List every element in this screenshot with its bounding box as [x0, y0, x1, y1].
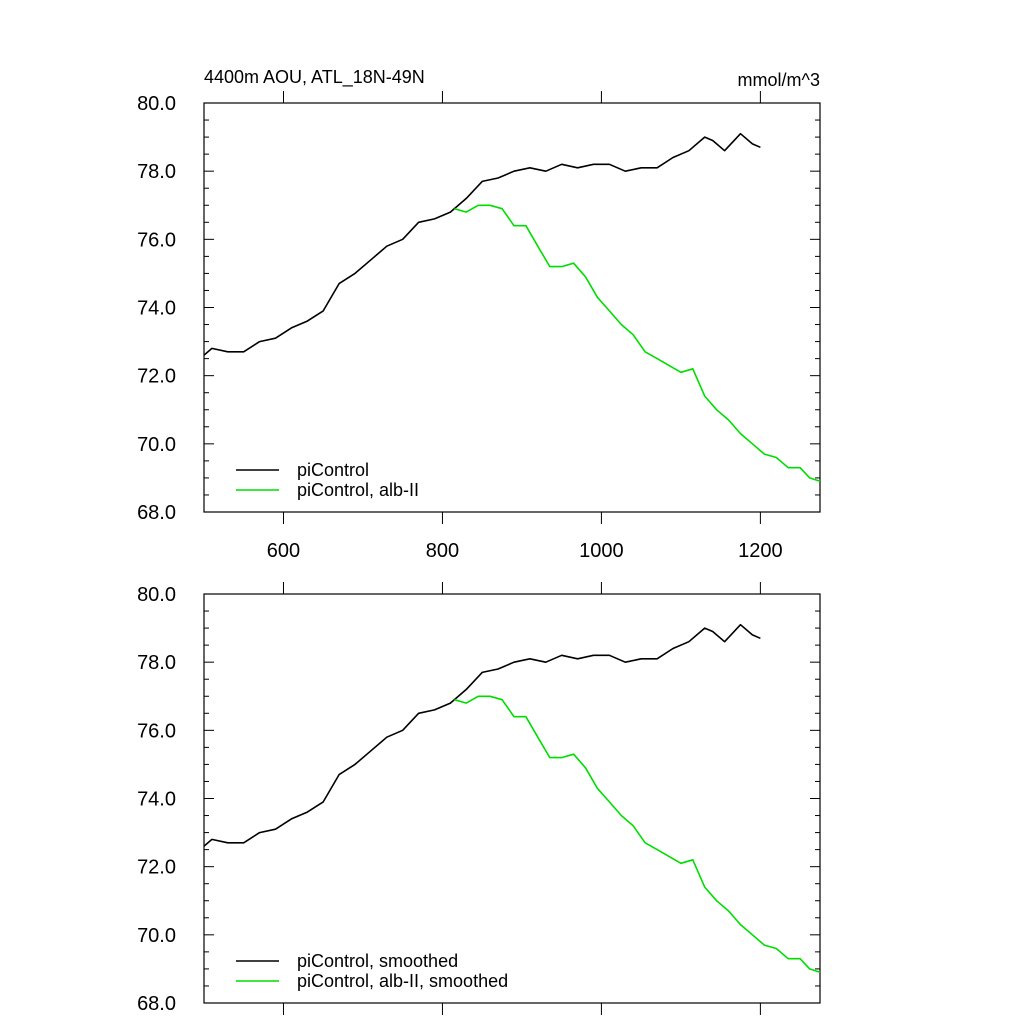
units-label: mmol/m^3	[738, 70, 820, 90]
chart1-ytick-label: 68.0	[137, 993, 176, 1015]
chart1-ytick-label: 74.0	[137, 789, 176, 811]
chart0-ytick-label: 74.0	[137, 298, 176, 320]
chart0-plot-frame	[203, 102, 821, 513]
chart0-series-0-line	[203, 132, 761, 356]
chart0-ytick-label: 72.0	[137, 366, 176, 388]
chart0-ytick-label: 70.0	[137, 434, 176, 456]
chart1-ytick-label: 76.0	[137, 720, 176, 742]
chart0-ytick-label: 68.0	[137, 502, 176, 524]
chart1-plot-frame	[203, 593, 821, 1004]
chart-title: 4400m AOU, ATL_18N-49N	[204, 67, 425, 88]
chart0-xtick-label: 1000	[579, 540, 624, 562]
chart0-series-1-line	[454, 204, 821, 483]
chart0-ytick-label: 78.0	[137, 161, 176, 183]
chart0-legend-label: piControl	[297, 460, 369, 480]
chart1-legend-label: piControl, smoothed	[297, 951, 458, 971]
chart1-legend-label: piControl, alb-II, smoothed	[297, 971, 508, 991]
chart0-legend-label: piControl, alb-II	[297, 480, 419, 500]
bottom-plot-panel: 68.0 70.0 72.0 74.0 76.0 78.0 80.0 piControl, s…	[137, 582, 821, 1015]
chart1-ytick-label: 70.0	[137, 925, 176, 947]
chart0-xtick-label: 1200	[738, 540, 783, 562]
chart0-ytick-label: 76.0	[137, 229, 176, 251]
chart0-xtick-label: 800	[426, 540, 459, 562]
chart1-series-1-line	[454, 695, 821, 974]
chart1-ytick-label: 80.0	[137, 584, 176, 606]
chart1-ytick-label: 78.0	[137, 652, 176, 674]
chart0-xtick-label: 600	[267, 540, 300, 562]
chart0-ytick-label: 80.0	[137, 93, 176, 115]
top-plot-panel: 68.0 70.0 72.0 74.0 76.0 78.0 80.0 600 800 1000 12…	[137, 91, 821, 562]
chart1-series-0-line	[203, 623, 761, 847]
chart1-ytick-label: 72.0	[137, 857, 176, 879]
